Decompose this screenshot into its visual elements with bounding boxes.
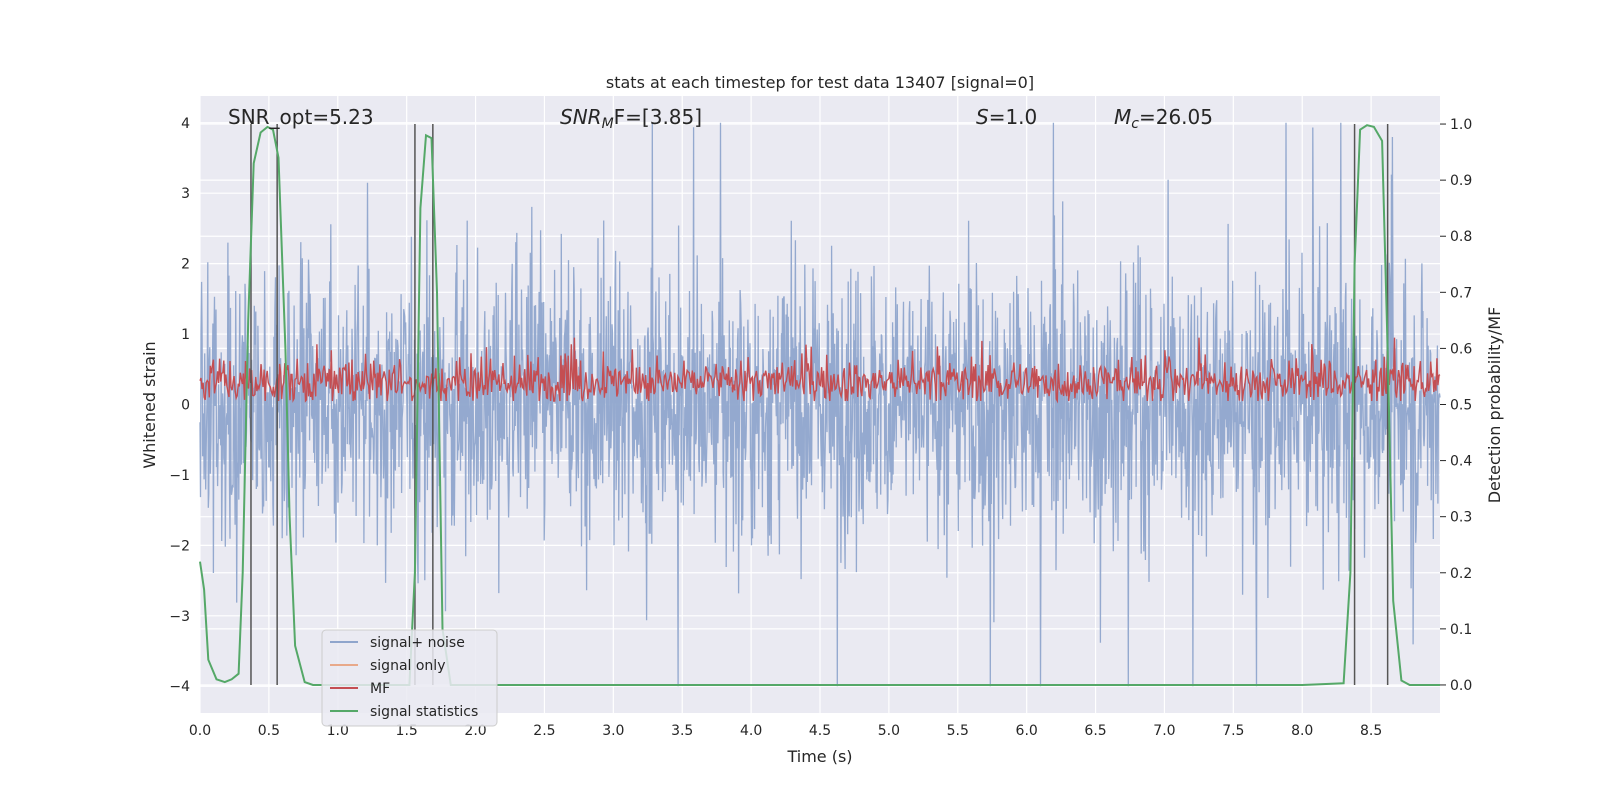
legend-box (321, 629, 498, 727)
y2-tick-label-9: 0.1 (1450, 622, 1472, 638)
x-tick-label-17: 8.5 (1360, 723, 1382, 739)
y-axis-ticks: 4 3 2 1 0 −1 −2 −3 −4 (169, 116, 190, 695)
x-tick-label-13: 6.5 (1084, 723, 1106, 739)
legend-label-signal-statistics: signal statistics (370, 704, 478, 720)
y-tick-label-7: −3 (169, 609, 190, 625)
x-tick-label-4: 2.0 (464, 723, 486, 739)
x-tick-label-8: 4.0 (740, 723, 762, 739)
y2-tick-label-3: 0.7 (1450, 285, 1472, 301)
y2-tick-label-6: 0.4 (1450, 454, 1472, 470)
legend-label-signal-only: signal only (370, 658, 445, 674)
y-tick-label-6: −2 (169, 538, 190, 554)
mf-series (199, 337, 1441, 404)
y-axis-label: Whitened strain (140, 341, 159, 468)
legend: signal+ noise signal only MF signal stat… (321, 629, 498, 727)
x-tick-label-6: 3.0 (602, 723, 624, 739)
y-tick-label-0: 4 (181, 116, 190, 132)
x-tick-label-14: 7.0 (1153, 723, 1175, 739)
annotation-snr-opt: SNR_opt=5.23 (228, 105, 374, 129)
annotation-snr-mf: SNRMF=[3.85] (560, 105, 702, 132)
signal-statistics-series (199, 124, 1440, 686)
x-tick-label-10: 5.0 (878, 723, 900, 739)
x-tick-label-11: 5.5 (947, 723, 969, 739)
y-tick-label-5: −1 (169, 468, 190, 484)
x-tick-label-3: 1.5 (396, 723, 418, 739)
x-tick-label-12: 6.0 (1016, 723, 1038, 739)
x-tick-label-1: 0.5 (258, 723, 280, 739)
x-tick-label-2: 1.0 (327, 723, 349, 739)
x-tick-label-5: 2.5 (533, 723, 555, 739)
legend-label-mf: MF (370, 681, 390, 697)
annotation-mc: Mc=26.05 (1114, 105, 1213, 132)
x-tick-label-15: 7.5 (1222, 723, 1244, 739)
x-tick-label-0: 0.0 (189, 723, 211, 739)
x-axis-label: Time (s) (786, 747, 852, 766)
y2-axis-label: Detection probability/MF (1485, 307, 1504, 504)
y-tick-label-2: 2 (181, 257, 190, 273)
x-tick-label-7: 3.5 (671, 723, 693, 739)
y2-tick-label-8: 0.2 (1450, 566, 1472, 582)
y-tick-label-3: 1 (181, 327, 190, 343)
y2-axis-ticks: 1.0 0.9 0.8 0.7 0.6 0.5 0.4 0.3 0.2 0.1 0.0 (1440, 117, 1472, 694)
y2-tick-label-4: 0.6 (1450, 341, 1472, 357)
chart-title: stats at each timestep for test data 134… (606, 73, 1034, 92)
y-tick-label-1: 3 (181, 186, 190, 202)
legend-label-signal-noise: signal+ noise (370, 635, 465, 651)
y2-tick-label-0: 1.0 (1450, 117, 1472, 133)
signal-noise-line (199, 122, 1441, 687)
x-tick-label-16: 8.0 (1291, 723, 1313, 739)
y2-tick-label-7: 0.3 (1450, 510, 1472, 526)
y-tick-label-4: 0 (181, 398, 190, 414)
x-axis-ticks: 0.0 0.5 1.0 1.5 2.0 2.5 3.0 3.5 4.0 4.5 5.0 5.5 6.0 6… (189, 723, 1382, 739)
signal-noise-series (199, 122, 1441, 687)
signal-statistics-line (199, 124, 1440, 686)
y2-tick-label-2: 0.8 (1450, 229, 1472, 245)
y-tick-label-8: −4 (169, 679, 190, 695)
vertical-markers (250, 124, 1389, 685)
annotation-s: S=1.0 (976, 105, 1037, 129)
mf-line (199, 337, 1441, 404)
y2-tick-label-5: 0.5 (1450, 398, 1472, 414)
y2-tick-label-1: 0.9 (1450, 173, 1472, 189)
x-tick-label-9: 4.5 (809, 723, 831, 739)
y2-tick-label-10: 0.0 (1450, 678, 1472, 694)
